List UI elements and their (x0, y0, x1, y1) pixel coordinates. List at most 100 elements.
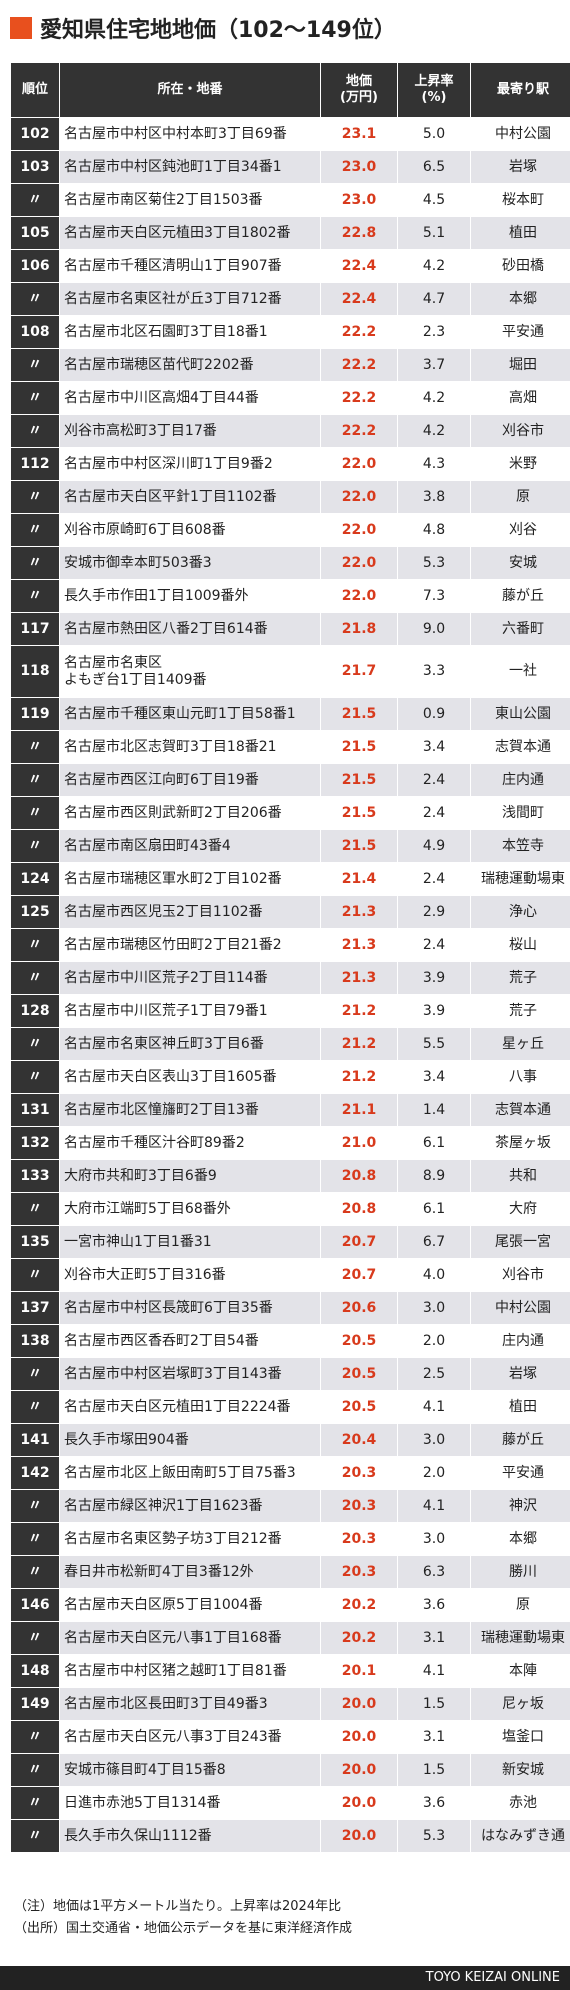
table-row: 〃名古屋市中村区岩塚町3丁目143番 20.5 2.5 岩塚 (10, 1357, 570, 1391)
station-cell: 勝川 (470, 1555, 570, 1589)
address-cell: 名古屋市天白区表山3丁目1605番 (59, 1060, 321, 1094)
column-header: 上昇率 (%) (397, 62, 471, 118)
table-row: 〃名古屋市南区菊住2丁目1503番 23.0 4.5 桜本町 (10, 183, 570, 217)
address-cell: 長久手市作田1丁目1009番外 (59, 579, 321, 613)
station-cell: 志賀本通 (470, 730, 570, 764)
footer-bar: TOYO KEIZAI ONLINE (0, 1966, 570, 1990)
station-cell: 桜山 (470, 928, 570, 962)
column-header: 地価 (万円) (320, 62, 398, 118)
price-cell: 22.2 (320, 414, 398, 448)
price-cell: 22.8 (320, 216, 398, 250)
station-cell: 志賀本通 (470, 1093, 570, 1127)
rate-cell: 6.3 (397, 1555, 471, 1589)
rate-cell: 4.0 (397, 1258, 471, 1292)
price-cell: 20.3 (320, 1489, 398, 1523)
table-row: 108 名古屋市北区石園町3丁目18番1 22.2 2.3 平安通 (10, 315, 570, 349)
rate-cell: 3.9 (397, 961, 471, 995)
station-cell: 瑞穂運動場東 (470, 862, 570, 896)
table-row: 141 長久手市塚田904番 20.4 3.0 藤が丘 (10, 1423, 570, 1457)
station-cell: 尼ヶ坂 (470, 1687, 570, 1721)
table-row: 〃名古屋市緑区神沢1丁目1623番 20.3 4.1 神沢 (10, 1489, 570, 1523)
address-cell: 名古屋市南区菊住2丁目1503番 (59, 183, 321, 217)
price-cell: 21.2 (320, 1027, 398, 1061)
table-row: 〃名古屋市名東区神丘町3丁目6番 21.2 5.5 星ヶ丘 (10, 1027, 570, 1061)
station-cell: 庄内通 (470, 1324, 570, 1358)
price-cell: 23.1 (320, 117, 398, 151)
address-cell: 名古屋市天白区元八事1丁目168番 (59, 1621, 321, 1655)
rate-cell: 5.1 (397, 216, 471, 250)
rank-cell: 〃 (10, 1753, 60, 1787)
station-cell: 高畑 (470, 381, 570, 415)
rank-cell: 〃 (10, 730, 60, 764)
address-cell: 春日井市松新町4丁目3番12外 (59, 1555, 321, 1589)
price-cell: 20.5 (320, 1357, 398, 1391)
address-cell: 名古屋市中村区中村本町3丁目69番 (59, 117, 321, 151)
rank-cell: 〃 (10, 546, 60, 580)
table-row: 〃春日井市松新町4丁目3番12外 20.3 6.3 勝川 (10, 1555, 570, 1589)
address-cell: 一宮市神山1丁目1番31 (59, 1225, 321, 1259)
address-cell: 名古屋市西区児玉2丁目1102番 (59, 895, 321, 929)
rank-cell: 112 (10, 447, 60, 481)
address-cell: 名古屋市北区憧旛町2丁目13番 (59, 1093, 321, 1127)
address-cell: 長久手市塚田904番 (59, 1423, 321, 1457)
table-row: 117 名古屋市熱田区八番2丁目614番 21.8 9.0 六番町 (10, 612, 570, 646)
price-cell: 21.5 (320, 730, 398, 764)
station-cell: 茶屋ヶ坂 (470, 1126, 570, 1160)
price-cell: 21.5 (320, 697, 398, 731)
station-cell: 塩釜口 (470, 1720, 570, 1754)
rank-cell: 〃 (10, 1060, 60, 1094)
station-cell: 桜本町 (470, 183, 570, 217)
address-cell: 安城市篠目町4丁目15番8 (59, 1753, 321, 1787)
rank-cell: 〃 (10, 1489, 60, 1523)
station-cell: 尾張一宮 (470, 1225, 570, 1259)
station-cell: 岩塚 (470, 150, 570, 184)
station-cell: 共和 (470, 1159, 570, 1193)
column-header: 所在・地番 (59, 62, 321, 118)
rank-cell: 102 (10, 117, 60, 151)
station-cell: 荒子 (470, 994, 570, 1028)
price-cell: 20.4 (320, 1423, 398, 1457)
table-row: 102 名古屋市中村区中村本町3丁目69番 23.1 5.0 中村公園 (10, 117, 570, 151)
table-row: 〃名古屋市天白区元八事3丁目243番 20.0 3.1 塩釜口 (10, 1720, 570, 1754)
station-cell: 刈谷 (470, 513, 570, 547)
table-row: 〃名古屋市天白区表山3丁目1605番 21.2 3.4 八事 (10, 1060, 570, 1094)
address-cell: 名古屋市西区江向町6丁目19番 (59, 763, 321, 797)
station-cell: 刈谷市 (470, 1258, 570, 1292)
rate-cell: 6.7 (397, 1225, 471, 1259)
price-cell: 21.3 (320, 928, 398, 962)
rate-cell: 5.3 (397, 546, 471, 580)
station-cell: 堀田 (470, 348, 570, 382)
table-row: 〃刈谷市高松町3丁目17番 22.2 4.2 刈谷市 (10, 414, 570, 448)
rank-cell: 〃 (10, 961, 60, 995)
rank-cell: 124 (10, 862, 60, 896)
rank-cell: 〃 (10, 1522, 60, 1556)
price-cell: 20.3 (320, 1456, 398, 1490)
notes: （注）地価は1平方メートル当たり。上昇率は2024年比 （出所）国土交通省・地価公… (14, 1896, 352, 1940)
address-cell: 名古屋市南区扇田町43番4 (59, 829, 321, 863)
rank-cell: 〃 (10, 1555, 60, 1589)
table-row: 〃日進市赤池5丁目1314番 20.0 3.6 赤池 (10, 1786, 570, 1820)
station-cell: 原 (470, 480, 570, 514)
title-marker (10, 17, 32, 39)
price-cell: 21.3 (320, 961, 398, 995)
station-cell: 本陣 (470, 1654, 570, 1688)
rate-cell: 3.8 (397, 480, 471, 514)
rank-cell: 119 (10, 697, 60, 731)
address-cell: 大府市共和町3丁目6番9 (59, 1159, 321, 1193)
address-cell: 名古屋市千種区汁谷町89番2 (59, 1126, 321, 1160)
address-cell: 長久手市久保山1112番 (59, 1819, 321, 1853)
table-body: 102 名古屋市中村区中村本町3丁目69番 23.1 5.0 中村公園 103 名古屋市中村… (10, 117, 570, 1853)
station-cell: 植田 (470, 216, 570, 250)
table-row: 〃刈谷市大正町5丁目316番 20.7 4.0 刈谷市 (10, 1258, 570, 1292)
rate-cell: 4.2 (397, 381, 471, 415)
rate-cell: 1.4 (397, 1093, 471, 1127)
rate-cell: 9.0 (397, 612, 471, 646)
address-cell: 名古屋市瑞穂区軍水町2丁目102番 (59, 862, 321, 896)
rate-cell: 3.3 (397, 645, 471, 698)
rank-cell: 〃 (10, 829, 60, 863)
price-cell: 21.2 (320, 994, 398, 1028)
table-row: 〃安城市篠目町4丁目15番8 20.0 1.5 新安城 (10, 1753, 570, 1787)
rate-cell: 3.0 (397, 1291, 471, 1325)
price-cell: 20.3 (320, 1522, 398, 1556)
rank-cell: 〃 (10, 796, 60, 830)
